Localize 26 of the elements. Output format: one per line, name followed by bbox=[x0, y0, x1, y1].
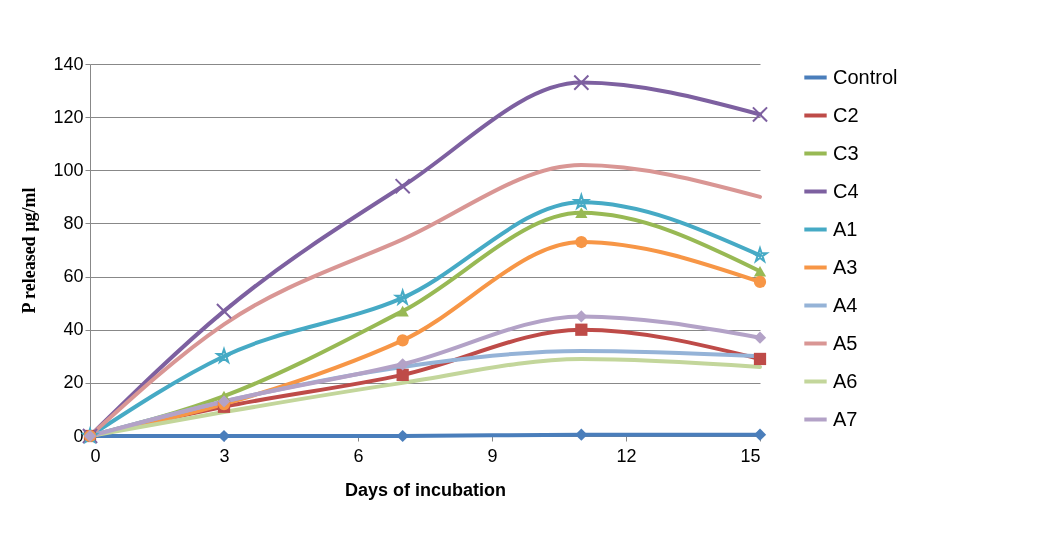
legend-label: Control bbox=[833, 65, 898, 88]
x-axis-title: Days of incubation bbox=[344, 479, 507, 500]
y-tick-label: 0 bbox=[73, 425, 84, 446]
legend-label: A3 bbox=[833, 255, 858, 278]
legend-label: C3 bbox=[833, 141, 859, 164]
x-tick-label: 15 bbox=[740, 445, 761, 466]
legend-label: C4 bbox=[833, 179, 859, 202]
y-tick-label: 120 bbox=[53, 106, 84, 127]
x-tick-label: 12 bbox=[616, 445, 637, 466]
legend-label: C2 bbox=[833, 103, 859, 126]
legend-label: A7 bbox=[833, 407, 858, 430]
y-tick-label: 140 bbox=[53, 53, 84, 74]
y-tick-label: 20 bbox=[63, 372, 84, 393]
x-tick-label: 3 bbox=[219, 445, 230, 466]
legend-label: A4 bbox=[833, 293, 858, 316]
x-tick-label: 9 bbox=[487, 445, 498, 466]
legend-label: A5 bbox=[833, 331, 858, 354]
legend-label: A6 bbox=[833, 369, 858, 392]
y-tick-label: 80 bbox=[63, 212, 84, 233]
y-tick-label: 100 bbox=[53, 159, 84, 180]
y-axis-title: P released µg/ml bbox=[19, 187, 40, 314]
y-tick-label: 40 bbox=[63, 319, 84, 340]
legend-label: A1 bbox=[833, 217, 858, 240]
x-tick-label: 6 bbox=[353, 445, 364, 466]
x-tick-label: 0 bbox=[90, 445, 101, 466]
y-tick-label: 60 bbox=[63, 266, 84, 287]
